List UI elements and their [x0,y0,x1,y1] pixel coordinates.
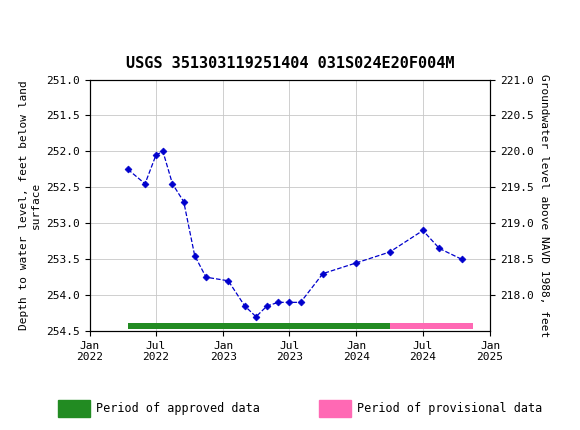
Bar [128,323,390,329]
Y-axis label: Depth to water level, feet below land
surface: Depth to water level, feet below land su… [19,80,41,330]
Bar [319,400,351,417]
Y-axis label: Groundwater level above NAVD 1988, feet: Groundwater level above NAVD 1988, feet [539,74,549,337]
Bar [390,323,473,329]
Title: USGS 351303119251404 031S024E20F004M: USGS 351303119251404 031S024E20F004M [126,56,454,71]
Text: Period of approved data: Period of approved data [96,402,260,415]
Bar [58,400,90,417]
Text: ≡USGS: ≡USGS [8,10,89,31]
Text: Period of provisional data: Period of provisional data [357,402,542,415]
